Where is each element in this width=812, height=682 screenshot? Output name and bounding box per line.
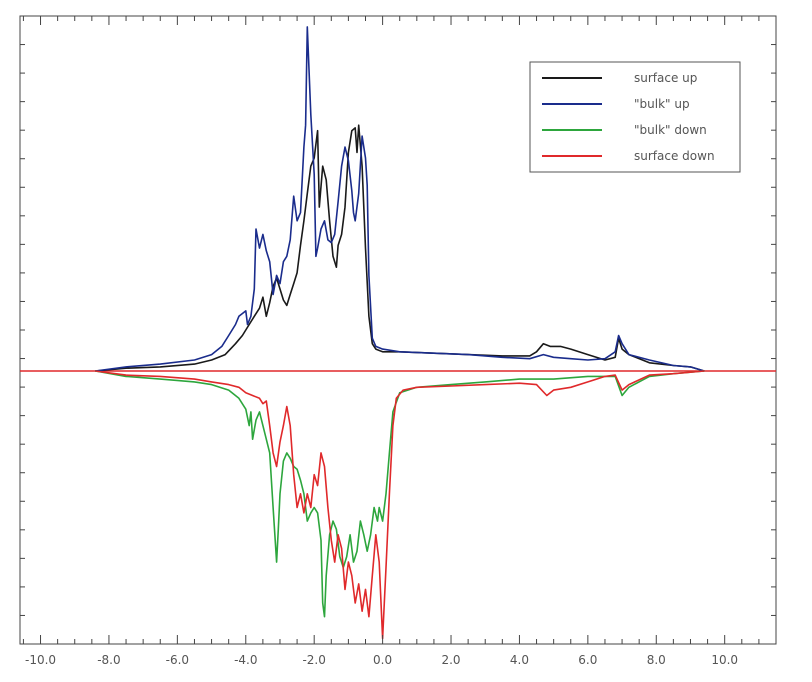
x-tick-label: -8.0 <box>97 653 120 667</box>
x-tick-label: 10.0 <box>711 653 738 667</box>
x-tick-label: -4.0 <box>234 653 257 667</box>
x-tick-label: -6.0 <box>166 653 189 667</box>
legend-label-0: surface up <box>634 71 697 85</box>
series-line-0 <box>95 124 705 372</box>
x-tick-label: 8.0 <box>647 653 666 667</box>
legend: surface up "bulk" up "bulk" down surface do… <box>529 61 741 173</box>
legend-label-2: "bulk" down <box>634 123 707 137</box>
x-tick-label: 0.0 <box>373 653 392 667</box>
legend-label-3: surface down <box>634 149 715 163</box>
legend-label-1: "bulk" up <box>634 97 690 111</box>
series-line-1 <box>95 26 705 372</box>
series-line-3 <box>95 370 705 640</box>
x-tick-label: 6.0 <box>578 653 597 667</box>
x-tick-label: -10.0 <box>25 653 56 667</box>
legend-box <box>529 61 741 173</box>
x-tick-label: 2.0 <box>441 653 460 667</box>
x-tick-label: 4.0 <box>510 653 529 667</box>
x-axis: -10.0 -8.0 -6.0 -4.0 -2.0 0.0 2.0 4.0 6.0 8.0 10.0 <box>20 16 777 667</box>
x-tick-label: -2.0 <box>302 653 325 667</box>
series-line-2 <box>95 370 705 618</box>
series-layer <box>95 26 705 640</box>
